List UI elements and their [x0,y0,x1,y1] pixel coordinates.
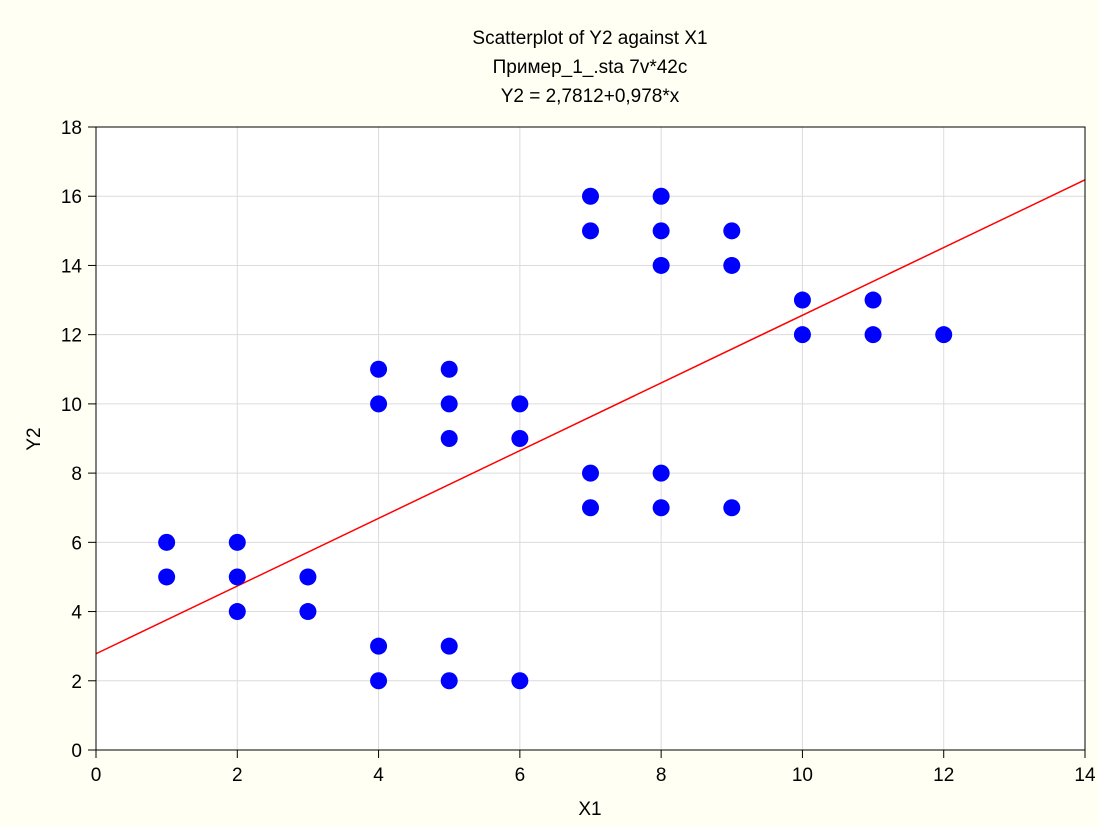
x-axis-label: X1 [578,799,601,820]
y-tick-label: 2 [71,672,82,693]
y-tick-label: 0 [71,741,82,762]
data-point [441,430,458,447]
y-tick-label: 12 [61,326,82,347]
data-point [511,672,528,689]
data-point [229,534,246,551]
data-point [865,292,882,309]
data-point [441,361,458,378]
y-tick-label: 4 [71,603,82,624]
data-point [723,499,740,516]
data-point [441,672,458,689]
x-tick-label: 2 [232,765,243,786]
x-tick-label: 8 [656,765,667,786]
data-point [229,568,246,585]
data-point [370,361,387,378]
data-point [441,638,458,655]
data-point [370,638,387,655]
data-point [299,603,316,620]
y-tick-label: 6 [71,533,82,554]
data-point [582,465,599,482]
data-point [723,257,740,274]
y-tick-label: 14 [61,256,83,277]
x-tick-label: 10 [792,765,813,786]
x-tick-label: 4 [373,765,384,786]
data-point [582,499,599,516]
data-point [511,395,528,412]
data-point [794,326,811,343]
data-point [158,534,175,551]
x-tick-label: 12 [933,765,954,786]
data-point [229,603,246,620]
title-line-1: Scatterplot of Y2 against X1 [472,28,707,49]
plot-area [96,127,1085,750]
data-point [865,326,882,343]
data-point [441,395,458,412]
data-point [935,326,952,343]
title-line-2: Пример_1_.sta 7v*42c [493,57,688,78]
data-point [653,257,670,274]
x-tick-label: 0 [91,765,102,786]
data-point [653,465,670,482]
data-point [299,568,316,585]
data-point [370,672,387,689]
data-point [653,222,670,239]
data-point [582,222,599,239]
data-point [723,222,740,239]
data-point [582,188,599,205]
x-tick-label: 6 [515,765,526,786]
chart-title: Scatterplot of Y2 against X1 Пример_1_.s… [472,28,707,107]
data-point [511,430,528,447]
y-tick-label: 8 [71,464,82,485]
y-tick-label: 16 [61,187,82,208]
data-point [794,292,811,309]
title-line-3: Y2 = 2,7812+0,978*x [501,86,680,107]
y-tick-label: 18 [61,118,82,139]
data-point [370,395,387,412]
data-point [653,499,670,516]
data-point [653,188,670,205]
y-tick-label: 10 [61,395,82,416]
x-tick-label: 14 [1074,765,1096,786]
data-point [158,568,175,585]
y-axis-label: Y2 [24,427,45,450]
